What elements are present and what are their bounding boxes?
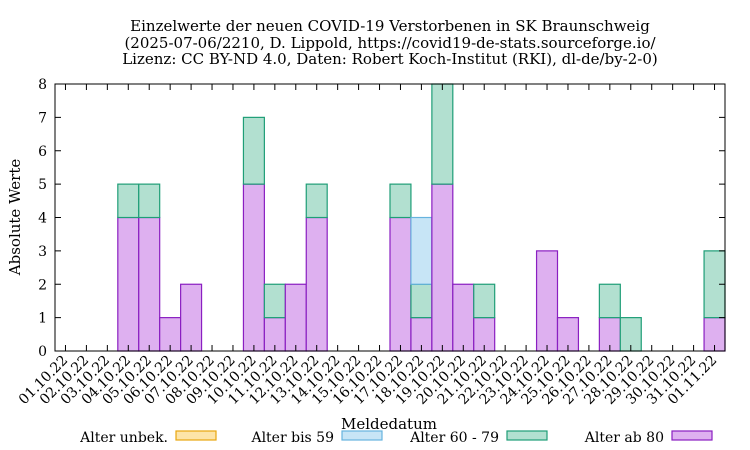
y-tick-label: 7 (38, 110, 47, 126)
bar-alter-60-79-27.10.22 (598, 283, 621, 319)
legend-label: Alter ab 80 (584, 430, 664, 446)
bar-alter-ab-80-17.10.22 (389, 216, 412, 352)
bar-alter-ab-80-19.10.22 (431, 183, 454, 352)
y-tick-label: 5 (38, 177, 47, 193)
bar-alter-60-79-19.10.22 (431, 83, 454, 185)
bars-layer (117, 83, 726, 352)
x-axis-label: Meldedatum (341, 415, 437, 433)
legend-swatch (671, 430, 713, 441)
chart-title-line-2: (2025-07-06/2210, D. Lippold, https://co… (124, 34, 656, 52)
bar-alter-60-79-04.10.22 (117, 183, 140, 219)
legend: Alter unbek. Alter bis 59 Alter 60 - 79 Alt… (79, 430, 713, 446)
legend-swatch (506, 430, 548, 441)
bar-alter-ab-80-24.10.22 (535, 250, 559, 352)
x-axis: 01.10.2202.10.2203.10.2204.10.2205.10.22… (16, 84, 720, 408)
chart-title-line-1: Einzelwerte der neuen COVID-19 Verstorbe… (130, 17, 650, 35)
bar-alter-ab-80-20.10.22 (452, 283, 475, 352)
bar-alter-60-79-11.10.22 (263, 283, 286, 319)
bar-alter-60-79-05.10.22 (138, 183, 161, 219)
bar-alter-ab-80-05.10.22 (138, 216, 161, 352)
y-tick-label: 8 (38, 77, 47, 93)
bar-alter-60-79-21.10.22 (473, 283, 496, 319)
bar-alter-ab-80-04.10.22 (117, 216, 140, 352)
y-tick-label: 6 (38, 144, 47, 160)
bar-alter-bis-59-18.10.22 (410, 216, 433, 285)
y-tick-label: 3 (38, 244, 47, 260)
bar-alter-ab-80-07.10.22 (180, 283, 203, 352)
legend-label: Alter unbek. (79, 430, 168, 446)
y-axis: 0 1 2 3 4 5 6 7 8 (38, 77, 725, 360)
y-tick-label: 4 (38, 211, 47, 227)
bar-alter-60-79-18.10.22 (410, 283, 433, 319)
legend-label: Alter bis 59 (250, 430, 334, 446)
bar-alter-60-79-10.10.22 (242, 116, 265, 185)
bar-alter-ab-80-10.10.22 (242, 183, 265, 352)
legend-swatch (175, 430, 217, 441)
chart-title: Einzelwerte der neuen COVID-19 Verstorbe… (122, 17, 658, 68)
y-tick-label: 2 (38, 277, 47, 293)
chart-title-line-3: Lizenz: CC BY-ND 4.0, Daten: Robert Koch… (122, 50, 658, 68)
bar-alter-ab-80-12.10.22 (284, 283, 307, 352)
y-tick-label: 0 (38, 344, 47, 360)
bar-alter-60-79-13.10.22 (305, 183, 328, 219)
legend-swatch (341, 430, 383, 441)
legend-label: Alter 60 - 79 (409, 430, 499, 446)
y-axis-label: Absolute Werte (6, 159, 24, 277)
bar-alter-ab-80-13.10.22 (305, 216, 328, 352)
y-tick-label: 1 (38, 311, 47, 327)
bar-alter-60-79-17.10.22 (389, 183, 412, 219)
